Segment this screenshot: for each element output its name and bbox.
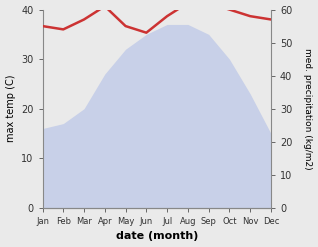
Y-axis label: max temp (C): max temp (C): [5, 75, 16, 143]
Y-axis label: med. precipitation (kg/m2): med. precipitation (kg/m2): [303, 48, 313, 169]
X-axis label: date (month): date (month): [115, 231, 198, 242]
